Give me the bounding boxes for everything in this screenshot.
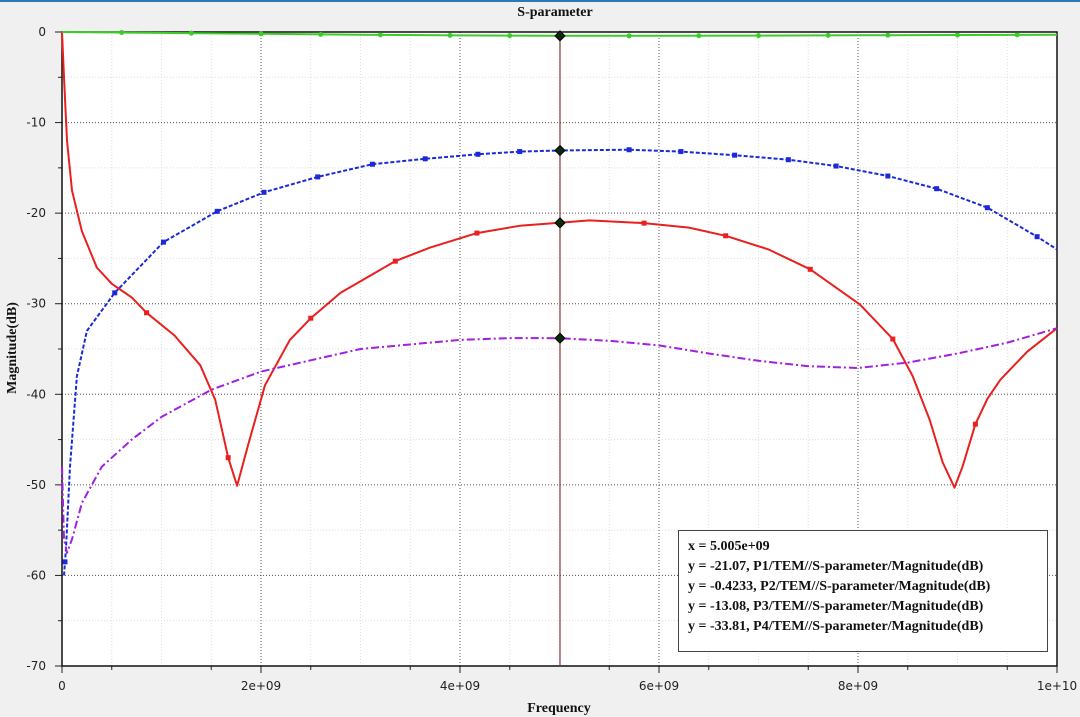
data-marker-p2 <box>885 32 891 38</box>
window-top-border <box>0 0 1080 2</box>
y-tick-label: -10 <box>26 116 46 130</box>
data-marker-p3 <box>833 163 839 169</box>
x-tick-label: 2e+09 <box>241 679 281 693</box>
cursor-point-p4 <box>554 332 566 344</box>
x-tick-label: 6e+09 <box>639 679 679 693</box>
y-axis-label: Magnitude(dB) <box>5 302 20 394</box>
data-marker-p3 <box>214 208 220 214</box>
data-marker-p2 <box>318 31 324 37</box>
data-marker-p3 <box>112 290 118 296</box>
data-marker-p2 <box>696 33 702 39</box>
readout-p2: y = -0.4233, P2/TEM//S-parameter/Magnitu… <box>688 579 991 594</box>
cursor-readout-box: x = 5.005e+09 y = -21.07, P1/TEM//S-para… <box>678 530 1048 652</box>
data-marker-p3 <box>475 151 481 157</box>
data-marker-p3 <box>785 157 791 163</box>
data-marker-p2 <box>119 30 125 36</box>
cursor-point-p2 <box>554 30 566 42</box>
readout-p1: y = -21.07, P1/TEM//S-parameter/Magnitud… <box>688 559 984 574</box>
data-marker-p1 <box>723 233 729 239</box>
y-tick-label: -40 <box>26 387 46 401</box>
data-marker-p3 <box>517 149 523 155</box>
cursor-point-p3 <box>554 144 566 157</box>
readout-p4: y = -33.81, P4/TEM//S-parameter/Magnitud… <box>688 619 984 634</box>
x-axis-label: Frequency <box>527 701 591 716</box>
data-marker-p2 <box>825 32 831 38</box>
x-tick-label: 0 <box>58 679 66 693</box>
data-marker-p3 <box>62 559 68 565</box>
data-marker-p2 <box>258 31 264 37</box>
data-marker-p3 <box>422 156 428 162</box>
data-marker-p2 <box>955 32 960 38</box>
data-marker-p3 <box>369 161 375 167</box>
chart-title: S-parameter <box>517 5 592 20</box>
data-marker-p1 <box>474 230 480 236</box>
data-marker-p3 <box>1034 234 1040 240</box>
y-tick-label: -70 <box>26 659 46 673</box>
data-marker-p2 <box>447 32 453 38</box>
y-tick-label: -20 <box>26 206 46 220</box>
data-marker-p3 <box>160 239 166 245</box>
data-marker-p3 <box>885 173 891 179</box>
data-marker-p2 <box>1014 32 1020 38</box>
data-marker-p1 <box>308 315 314 321</box>
readout-p3: y = -13.08, P3/TEM//S-parameter/Magnitud… <box>688 599 984 614</box>
y-tick-label: -50 <box>26 478 46 492</box>
data-marker-p1 <box>144 310 150 316</box>
data-marker-p3 <box>678 149 684 155</box>
x-tick-label: 8e+09 <box>838 679 878 693</box>
data-marker-p1 <box>641 220 647 226</box>
x-tick-label: 4e+09 <box>440 679 480 693</box>
data-marker-p3 <box>934 186 940 192</box>
readout-x: x = 5.005e+09 <box>688 539 770 554</box>
data-marker-p3 <box>261 189 267 195</box>
data-marker-p3 <box>732 152 738 158</box>
data-marker-p1 <box>890 336 896 342</box>
y-tick-label: 0 <box>38 25 46 39</box>
cursor-point-p1 <box>554 217 566 229</box>
y-tick-label: -60 <box>26 568 46 582</box>
series-line-p1 <box>61 31 1058 489</box>
data-marker-p2 <box>188 30 194 36</box>
data-marker-p1 <box>972 421 978 427</box>
data-marker-p1 <box>392 258 398 264</box>
data-marker-p3 <box>984 205 990 211</box>
data-marker-p1 <box>225 455 231 461</box>
data-marker-p3 <box>315 174 321 180</box>
data-marker-p1 <box>807 266 813 272</box>
data-marker-p2 <box>626 33 632 39</box>
x-tick-label: 1e+10 <box>1037 679 1077 693</box>
y-tick-label: -30 <box>26 297 46 311</box>
data-marker-p2 <box>377 32 383 38</box>
series-line-p4 <box>61 327 1058 554</box>
data-marker-p2 <box>756 33 761 39</box>
data-marker-p2 <box>507 33 513 39</box>
data-marker-p3 <box>626 147 632 153</box>
cursor-group[interactable] <box>554 30 566 666</box>
